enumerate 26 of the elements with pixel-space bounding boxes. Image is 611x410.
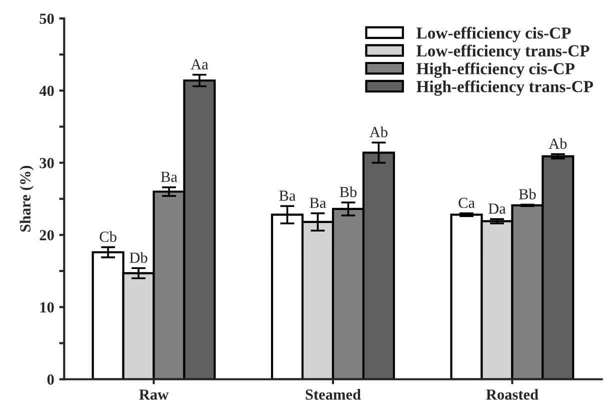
y-tick-label: 40 (39, 86, 54, 96)
data-label: Bb (518, 188, 536, 200)
data-label: Aa (190, 59, 208, 70)
x-tick-label: Roasted (486, 388, 538, 400)
data-label: Ba (160, 172, 178, 182)
data-label: Da (488, 204, 506, 214)
y-tick-label: 30 (40, 158, 54, 168)
y-axis-title: Share (%) (20, 166, 34, 232)
legend-label: High-efficiency trans-CP (416, 80, 594, 96)
data-label: Ab (548, 138, 567, 149)
data-label: Bb (340, 186, 357, 198)
legend-label: High-efficiency cis-CP (416, 62, 575, 78)
data-label: Db (130, 252, 148, 263)
legend-label: Low-efficiency trans-CP (416, 44, 590, 60)
y-tick-label: 0 (47, 374, 54, 385)
data-label: Ab (370, 126, 388, 138)
legend-label: Low-efficiency cis-CP (416, 26, 571, 42)
data-label: Ba (279, 190, 296, 201)
data-label: Ba (310, 198, 326, 208)
x-tick-label: Steamed (306, 388, 361, 400)
x-tick-label: Raw (139, 390, 169, 400)
data-label: Cb (100, 231, 116, 242)
data-label: Ca (458, 198, 475, 208)
y-tick-label: 20 (40, 230, 54, 240)
y-tick-label: 50 (40, 14, 54, 24)
y-tick-label: 10 (40, 302, 54, 313)
